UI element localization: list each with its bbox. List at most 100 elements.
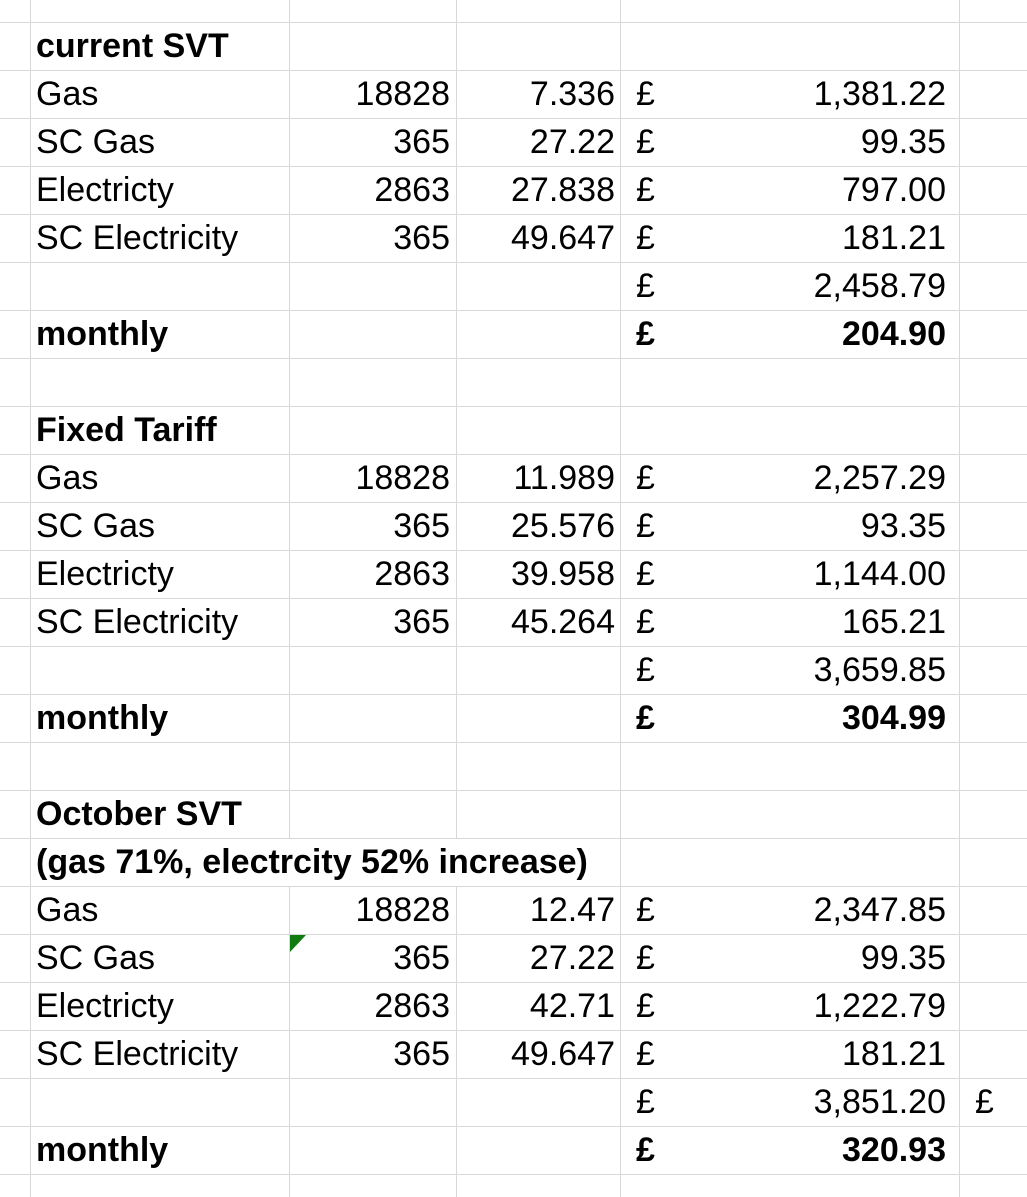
row-label-cell[interactable]: Gas bbox=[31, 887, 290, 935]
cell-empty[interactable] bbox=[0, 263, 31, 311]
quantity-cell[interactable]: 365 bbox=[290, 599, 457, 647]
cell-empty[interactable] bbox=[960, 167, 1027, 215]
cell-empty[interactable] bbox=[621, 0, 960, 23]
cell-empty[interactable] bbox=[0, 119, 31, 167]
quantity-cell[interactable]: 365 bbox=[290, 215, 457, 263]
amount-cell[interactable]: £ 165.21 bbox=[621, 599, 960, 647]
row-label-cell[interactable]: Electricty bbox=[31, 983, 290, 1031]
quantity-cell[interactable]: 18828 bbox=[290, 71, 457, 119]
rate-cell[interactable]: 39.958 bbox=[457, 551, 621, 599]
cell-empty[interactable] bbox=[960, 1175, 1027, 1197]
cell-empty[interactable] bbox=[0, 455, 31, 503]
cell-empty[interactable] bbox=[0, 983, 31, 1031]
cell-empty[interactable] bbox=[457, 839, 621, 887]
cell-empty[interactable] bbox=[290, 647, 457, 695]
cell-empty[interactable] bbox=[290, 1079, 457, 1127]
cell-empty[interactable] bbox=[457, 359, 621, 407]
cell-empty[interactable] bbox=[960, 455, 1027, 503]
cell-empty[interactable] bbox=[0, 935, 31, 983]
cell-empty[interactable] bbox=[457, 23, 621, 71]
cell-empty[interactable] bbox=[0, 0, 31, 23]
cell-empty[interactable] bbox=[290, 1175, 457, 1197]
cell-empty[interactable] bbox=[960, 263, 1027, 311]
cell-empty[interactable] bbox=[457, 407, 621, 455]
cell-empty[interactable] bbox=[621, 359, 960, 407]
row-label-cell[interactable]: SC Electricity bbox=[31, 1031, 290, 1079]
row-label-cell[interactable]: Electricty bbox=[31, 551, 290, 599]
cell-empty[interactable] bbox=[960, 935, 1027, 983]
cell-empty[interactable] bbox=[621, 407, 960, 455]
cell-empty[interactable] bbox=[960, 119, 1027, 167]
row-label-cell[interactable]: SC Gas bbox=[31, 935, 290, 983]
monthly-label-cell[interactable]: monthly bbox=[31, 695, 290, 743]
section-title-cell[interactable]: current SVT bbox=[31, 23, 290, 71]
cell-empty[interactable] bbox=[290, 839, 457, 887]
cell-empty[interactable] bbox=[457, 647, 621, 695]
amount-cell[interactable]: £ 2,347.85 bbox=[621, 887, 960, 935]
cell-empty[interactable] bbox=[290, 263, 457, 311]
quantity-cell[interactable]: 365 bbox=[290, 119, 457, 167]
cell-empty[interactable] bbox=[31, 1079, 290, 1127]
cell-empty[interactable] bbox=[960, 647, 1027, 695]
cell-empty[interactable] bbox=[31, 647, 290, 695]
cell-empty[interactable] bbox=[0, 71, 31, 119]
rate-cell[interactable]: 45.264 bbox=[457, 599, 621, 647]
total-amount-cell[interactable]: £ 3,851.20 bbox=[621, 1079, 960, 1127]
cell-empty[interactable] bbox=[290, 695, 457, 743]
cell-empty[interactable] bbox=[960, 743, 1027, 791]
rate-cell[interactable]: 11.989 bbox=[457, 455, 621, 503]
cell-empty[interactable] bbox=[457, 743, 621, 791]
cell-empty[interactable] bbox=[457, 1175, 621, 1197]
row-label-cell[interactable]: SC Gas bbox=[31, 119, 290, 167]
cell-empty[interactable] bbox=[31, 743, 290, 791]
rate-cell[interactable]: 7.336 bbox=[457, 71, 621, 119]
total-amount-cell[interactable]: £ 2,458.79 bbox=[621, 263, 960, 311]
cell-empty[interactable] bbox=[621, 1175, 960, 1197]
monthly-label-cell[interactable]: monthly bbox=[31, 1127, 290, 1175]
cell-empty[interactable] bbox=[0, 887, 31, 935]
rate-cell[interactable]: 27.22 bbox=[457, 935, 621, 983]
amount-cell[interactable]: £ 2,257.29 bbox=[621, 455, 960, 503]
cell-empty[interactable] bbox=[960, 0, 1027, 23]
cell-empty[interactable] bbox=[457, 263, 621, 311]
row-label-cell[interactable]: Gas bbox=[31, 455, 290, 503]
overflow-currency-cell[interactable]: £ bbox=[960, 1079, 1027, 1127]
cell-empty[interactable] bbox=[0, 1079, 31, 1127]
monthly-label-cell[interactable]: monthly bbox=[31, 311, 290, 359]
monthly-amount-cell[interactable]: £ 304.99 bbox=[621, 695, 960, 743]
cell-empty[interactable] bbox=[290, 359, 457, 407]
cell-empty[interactable] bbox=[0, 311, 31, 359]
cell-empty[interactable] bbox=[960, 71, 1027, 119]
cell-empty[interactable] bbox=[621, 839, 960, 887]
amount-cell[interactable]: £ 93.35 bbox=[621, 503, 960, 551]
cell-empty[interactable] bbox=[960, 983, 1027, 1031]
cell-empty[interactable] bbox=[621, 791, 960, 839]
cell-empty[interactable] bbox=[960, 407, 1027, 455]
cell-empty[interactable] bbox=[31, 1175, 290, 1197]
cell-empty[interactable] bbox=[0, 599, 31, 647]
rate-cell[interactable]: 27.22 bbox=[457, 119, 621, 167]
quantity-cell[interactable]: 365 bbox=[290, 935, 457, 983]
cell-empty[interactable] bbox=[457, 1079, 621, 1127]
cell-empty[interactable] bbox=[290, 407, 457, 455]
cell-empty[interactable] bbox=[0, 407, 31, 455]
section-title-cell[interactable]: Fixed Tariff bbox=[31, 407, 290, 455]
cell-empty[interactable] bbox=[960, 215, 1027, 263]
cell-empty[interactable] bbox=[621, 23, 960, 71]
cell-empty[interactable] bbox=[960, 23, 1027, 71]
cell-empty[interactable] bbox=[0, 839, 31, 887]
monthly-amount-cell[interactable]: £ 204.90 bbox=[621, 311, 960, 359]
cell-empty[interactable] bbox=[960, 1127, 1027, 1175]
cell-empty[interactable] bbox=[960, 839, 1027, 887]
cell-empty[interactable] bbox=[960, 551, 1027, 599]
cell-empty[interactable] bbox=[0, 695, 31, 743]
cell-empty[interactable] bbox=[457, 311, 621, 359]
cell-empty[interactable] bbox=[290, 743, 457, 791]
amount-cell[interactable]: £ 99.35 bbox=[621, 935, 960, 983]
amount-cell[interactable]: £ 1,144.00 bbox=[621, 551, 960, 599]
cell-empty[interactable] bbox=[960, 695, 1027, 743]
cell-empty[interactable] bbox=[0, 1175, 31, 1197]
quantity-cell[interactable]: 18828 bbox=[290, 887, 457, 935]
rate-cell[interactable]: 49.647 bbox=[457, 1031, 621, 1079]
row-label-cell[interactable]: SC Electricity bbox=[31, 599, 290, 647]
